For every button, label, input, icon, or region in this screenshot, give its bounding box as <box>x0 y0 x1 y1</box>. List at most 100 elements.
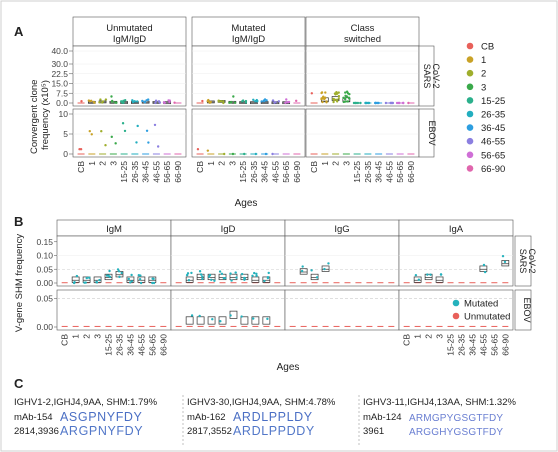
data-point-sars <box>271 99 275 102</box>
data-point-sars <box>110 95 113 98</box>
data-point-sars <box>98 101 101 104</box>
x-tick-label-b: 3 <box>435 334 445 339</box>
data-point-b <box>128 281 132 284</box>
x-tick-label-a: 26-35 <box>130 161 140 183</box>
data-point-ebov <box>121 122 125 125</box>
data-point-b <box>263 279 266 283</box>
data-point-sars <box>115 101 118 104</box>
x-tick-label-b: 36-45 <box>125 334 135 356</box>
legend-swatch-mutated <box>452 299 460 307</box>
y-axis-title-a: Convergent clone <box>29 80 40 154</box>
row-strip-ebov-b <box>514 289 532 331</box>
data-point-b <box>118 275 121 279</box>
data-point-ebov <box>156 145 160 148</box>
facet-title-a: switched <box>344 34 381 45</box>
data-point-b <box>414 273 418 277</box>
data-point-sars <box>342 96 345 100</box>
sequence-header: IGHV3-11,IGHJ4,13AA, SHM:1.32% <box>363 397 516 408</box>
data-point-ebov <box>123 129 127 133</box>
data-point-b <box>229 272 232 275</box>
sequence-header: IGHV3-30,IGHJ4,9AA, SHM:4.78% <box>187 397 336 408</box>
data-point-sars <box>352 101 356 105</box>
data-point-sars <box>320 91 323 95</box>
legend-swatch-a <box>466 42 474 50</box>
data-point-b <box>218 270 222 273</box>
x-tick-label-b: 2 <box>82 334 92 339</box>
aa-sequence: ARMGPYGSGTFDY <box>409 413 503 424</box>
data-point-sars <box>260 100 263 103</box>
data-point-ebov <box>135 141 138 144</box>
data-point-sars <box>367 101 371 105</box>
data-point-sars <box>136 100 139 103</box>
x-tick-label-b: 1 <box>413 334 423 339</box>
data-point-b <box>186 272 190 275</box>
data-point-sars <box>335 92 339 95</box>
y-tick-label: 0.00 <box>36 278 53 288</box>
legend-label-a: 15-25 <box>481 96 505 107</box>
legend-label-b: Mutated <box>464 299 498 310</box>
data-point-b <box>210 278 213 281</box>
x-tick-label-b: CB <box>402 334 412 346</box>
x-tick-label-b: 56-65 <box>147 334 157 356</box>
row-strip-ebov-a <box>418 108 435 158</box>
data-point-sars <box>348 92 351 96</box>
data-point-sars <box>88 99 92 103</box>
x-tick-label-b: 56-65 <box>489 334 499 356</box>
data-point-b <box>201 275 204 278</box>
x-tick-label-b: 1 <box>71 334 81 339</box>
facet-header-a <box>72 16 187 47</box>
legend-swatch-a <box>466 110 474 118</box>
y-tick-label: 22.5 <box>51 69 68 79</box>
data-point-sars <box>332 100 335 104</box>
data-point-sars <box>217 100 221 103</box>
x-tick-label-a: CB <box>309 161 319 173</box>
x-tick-label-a: 2 <box>98 161 108 166</box>
legend-label-a: 26-35 <box>481 110 505 121</box>
x-tick-label-b: 46-55 <box>478 334 488 356</box>
y-tick-label: 0.15 <box>36 237 53 247</box>
data-point-ebov <box>145 129 149 132</box>
box-ebov-b <box>251 316 260 325</box>
data-point-sars <box>344 94 347 98</box>
data-point-b <box>234 271 237 274</box>
data-point-b <box>222 276 226 280</box>
data-point-sars <box>334 98 338 101</box>
x-tick-label-a: 1 <box>87 161 97 166</box>
data-point-sars <box>207 98 210 102</box>
data-point-b <box>190 271 193 275</box>
data-point-sars <box>322 95 325 98</box>
data-point-ebov <box>147 141 150 144</box>
data-point-ebov-b <box>211 318 214 321</box>
plot-area-sars-a <box>191 45 306 107</box>
data-point-b <box>151 281 154 285</box>
data-point-b <box>235 276 238 279</box>
x-tick-label-a: 66-90 <box>406 161 416 183</box>
legend-label-a: 2 <box>481 69 486 80</box>
data-point-sars <box>131 99 134 102</box>
data-point-b <box>503 260 507 264</box>
x-tick-label-a: 46-55 <box>151 161 161 183</box>
box-mutated <box>321 265 330 272</box>
data-point-b <box>301 265 304 268</box>
aa-sequence: ARGPNYFDY <box>60 424 143 438</box>
facet-title-a: IgM/IgD <box>232 34 265 45</box>
data-point-b <box>323 267 326 271</box>
legend-swatch-a <box>466 56 474 63</box>
legend-label-b: Unmutated <box>464 312 510 323</box>
data-point-b <box>187 279 191 282</box>
data-point-sars <box>376 101 379 105</box>
data-point-ebov <box>231 152 235 156</box>
data-point-b <box>88 276 91 279</box>
data-point-sars <box>337 97 340 100</box>
data-point-b <box>85 276 88 280</box>
data-point-sars <box>356 101 360 105</box>
legend-swatch-a <box>466 97 474 104</box>
aa-sequence: ARDLPPLDY <box>233 410 313 424</box>
plot-area-ebov-b <box>398 289 514 331</box>
panel-label-a: A <box>14 24 24 39</box>
data-point-sars <box>162 101 166 104</box>
data-point-b <box>251 274 254 278</box>
data-point-b <box>98 278 101 282</box>
legend-label-a: 66-90 <box>481 164 505 175</box>
legend-swatch-a <box>466 137 474 145</box>
